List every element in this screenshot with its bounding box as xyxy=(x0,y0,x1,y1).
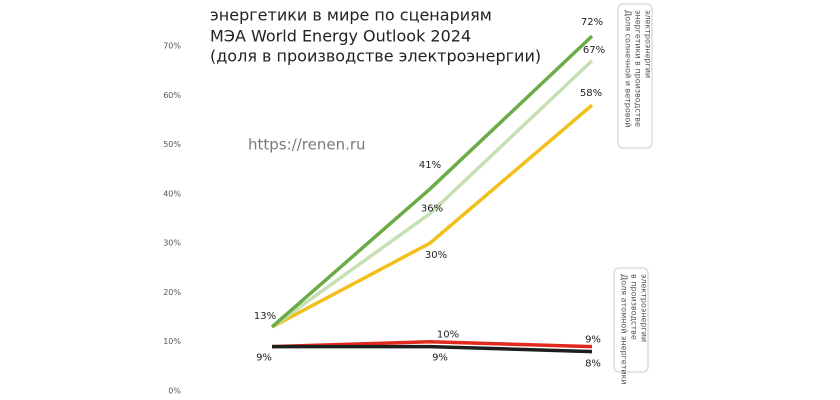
data-label: 9% xyxy=(585,335,601,346)
annotation: энергетики в производстве xyxy=(634,10,643,127)
chart-title: (доля в производстве электроэнергии) xyxy=(210,47,541,66)
data-label: 13% xyxy=(254,311,276,322)
y-tick-label: 0% xyxy=(168,387,181,396)
data-label: 58% xyxy=(580,88,602,99)
data-label: 72% xyxy=(581,17,603,28)
y-tick-label: 30% xyxy=(163,239,181,248)
data-label: 10% xyxy=(437,330,459,341)
annotation: электроэнергии xyxy=(640,274,649,342)
data-label: 36% xyxy=(421,204,443,215)
y-tick-label: 60% xyxy=(163,91,181,100)
y-tick-label: 40% xyxy=(163,189,181,198)
annotation-box xyxy=(617,3,653,149)
data-label: 9% xyxy=(432,353,448,364)
annotation: Доля солнечной и ветровой xyxy=(624,10,633,128)
data-label: 67% xyxy=(583,45,605,56)
chart-title: энергетики в мире по сценариям xyxy=(210,6,492,25)
y-tick-label: 50% xyxy=(163,140,181,149)
data-label: 8% xyxy=(585,359,601,370)
chart-title: МЭА World Energy Outlook 2024 xyxy=(210,27,471,46)
annotation: электроэнергии xyxy=(644,10,653,78)
line xyxy=(271,103,594,329)
data-label: 30% xyxy=(425,250,447,261)
line xyxy=(270,34,594,329)
y-tick-label: 10% xyxy=(163,337,181,346)
y-tick-label: 70% xyxy=(163,42,181,51)
line xyxy=(270,59,594,329)
line xyxy=(272,344,593,354)
annotation: Доля атомной энергетики xyxy=(620,274,629,385)
annotation: в производстве xyxy=(630,274,639,340)
watermark: https://renen.ru xyxy=(248,136,366,154)
data-label: 41% xyxy=(419,160,441,171)
y-tick-label: 20% xyxy=(163,288,181,297)
data-label: 9% xyxy=(256,353,272,364)
annotation-box xyxy=(613,267,649,373)
